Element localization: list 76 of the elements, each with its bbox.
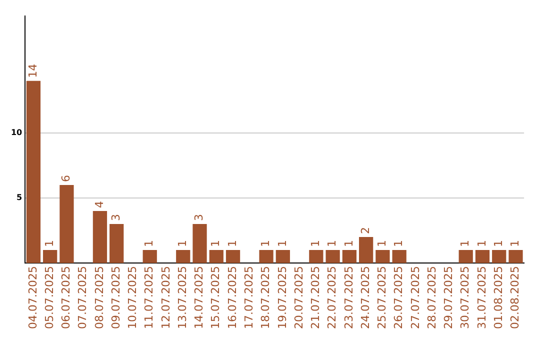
y-tick-label: 10 (10, 128, 23, 137)
bar (508, 250, 523, 264)
data-label: 1 (508, 240, 522, 248)
data-label: 1 (475, 240, 488, 248)
x-tick-label: 08.07.2025 (92, 266, 106, 330)
x-tick-label: 15.07.2025 (209, 266, 222, 330)
x-tick-label: 19.07.2025 (276, 266, 289, 330)
x-tick-label: 09.07.2025 (109, 266, 122, 330)
x-tick-label: 23.07.2025 (342, 266, 356, 330)
data-label: 1 (458, 240, 472, 248)
data-label: 1 (276, 240, 289, 248)
data-label: 1 (142, 240, 156, 248)
bar (358, 236, 374, 264)
bar (475, 250, 490, 264)
data-label: 1 (309, 240, 322, 248)
x-tick-label: 04.07.2025 (26, 266, 40, 330)
data-label: 1 (209, 240, 222, 248)
bar (92, 210, 108, 264)
x-tick-label: 06.07.2025 (60, 266, 73, 330)
data-label: 1 (376, 240, 389, 248)
x-tick-label: 24.07.2025 (358, 266, 372, 330)
x-tick-label: 12.07.2025 (159, 266, 172, 330)
bar (458, 250, 473, 264)
bar (226, 250, 240, 264)
x-tick-label: 28.07.2025 (425, 266, 438, 330)
x-tick-label: 20.07.2025 (292, 266, 306, 330)
x-tick-label: 30.07.2025 (458, 266, 472, 330)
data-label: 1 (492, 240, 505, 248)
data-label: 4 (92, 200, 106, 208)
bar (342, 250, 356, 264)
data-label: 1 (176, 240, 189, 248)
bar (392, 250, 406, 264)
bar (259, 250, 274, 264)
x-tick-label: 22.07.2025 (326, 266, 339, 330)
bar (276, 250, 290, 264)
bar (142, 250, 157, 264)
x-tick-label: 29.07.2025 (442, 266, 456, 330)
bar (110, 224, 124, 264)
x-tick-label: 02.08.2025 (508, 266, 522, 330)
bar (43, 250, 58, 264)
data-label: 6 (60, 174, 73, 182)
x-tick-label: 27.07.2025 (408, 266, 422, 330)
x-tick-label: 16.07.2025 (226, 266, 239, 330)
x-tick-label: 01.08.2025 (492, 266, 505, 330)
x-tick-label: 18.07.2025 (259, 266, 272, 330)
bar (492, 250, 506, 264)
bar (176, 250, 190, 264)
bar (309, 250, 324, 264)
bar (192, 224, 207, 264)
bar (376, 250, 390, 264)
data-label: 1 (259, 240, 272, 248)
bar (326, 250, 340, 264)
data-label: 1 (326, 240, 339, 248)
y-tick-label: 5 (16, 193, 23, 202)
data-label: 3 (192, 214, 206, 221)
bar (209, 250, 224, 264)
x-tick-label: 13.07.2025 (176, 266, 189, 330)
data-label: 1 (42, 240, 56, 248)
data-label: 2 (358, 226, 372, 234)
x-tick-label: 14.07.2025 (192, 266, 206, 330)
bar (60, 184, 74, 264)
data-label: 3 (109, 214, 122, 221)
data-label: 1 (342, 240, 356, 248)
data-label: 14 (26, 64, 40, 78)
x-tick-label: 11.07.2025 (142, 266, 156, 330)
x-tick-label: 26.07.2025 (392, 266, 406, 330)
x-tick-label: 17.07.2025 (242, 266, 256, 330)
bar (26, 80, 41, 264)
x-tick-label: 07.07.2025 (76, 266, 90, 330)
x-tick-label: 21.07.2025 (309, 266, 322, 330)
data-label: 1 (392, 240, 406, 248)
x-tick-label: 31.07.2025 (475, 266, 488, 330)
data-label: 1 (226, 240, 239, 248)
x-tick-label: 05.07.2025 (42, 266, 56, 330)
x-tick-label: 10.07.2025 (126, 266, 140, 330)
x-tick-label: 25.07.2025 (376, 266, 389, 330)
